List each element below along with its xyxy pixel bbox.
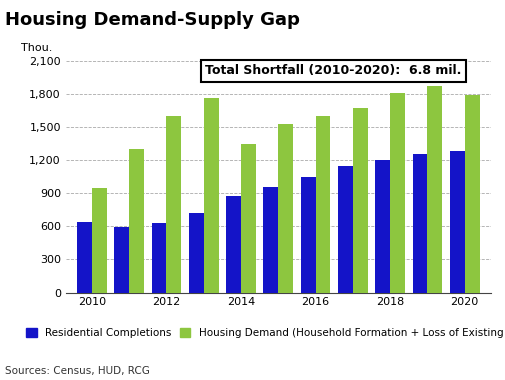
- Bar: [166, 116, 181, 293]
- Bar: [412, 154, 427, 293]
- Bar: [129, 149, 144, 293]
- Bar: [375, 160, 389, 293]
- Bar: [226, 196, 240, 293]
- Legend: Residential Completions, Housing Demand (Household Formation + Loss of Existing : Residential Completions, Housing Demand …: [26, 328, 505, 338]
- Bar: [337, 166, 352, 293]
- Bar: [352, 108, 367, 293]
- Bar: [92, 188, 107, 293]
- Text: Total Shortfall (2010-2020):  6.8 mil.: Total Shortfall (2010-2020): 6.8 mil.: [205, 64, 461, 77]
- Bar: [389, 93, 405, 293]
- Bar: [464, 95, 479, 293]
- Bar: [263, 187, 278, 293]
- Bar: [278, 124, 292, 293]
- Bar: [240, 144, 256, 293]
- Bar: [204, 98, 218, 293]
- Bar: [151, 223, 166, 293]
- Bar: [300, 177, 315, 293]
- Text: Housing Demand-Supply Gap: Housing Demand-Supply Gap: [5, 11, 299, 29]
- Bar: [77, 222, 92, 293]
- Text: Thou.: Thou.: [21, 43, 53, 53]
- Bar: [315, 116, 330, 293]
- Bar: [449, 151, 464, 293]
- Bar: [427, 86, 441, 293]
- Bar: [114, 228, 129, 293]
- Bar: [188, 213, 204, 293]
- Text: Sources: Census, HUD, RCG: Sources: Census, HUD, RCG: [5, 366, 149, 376]
